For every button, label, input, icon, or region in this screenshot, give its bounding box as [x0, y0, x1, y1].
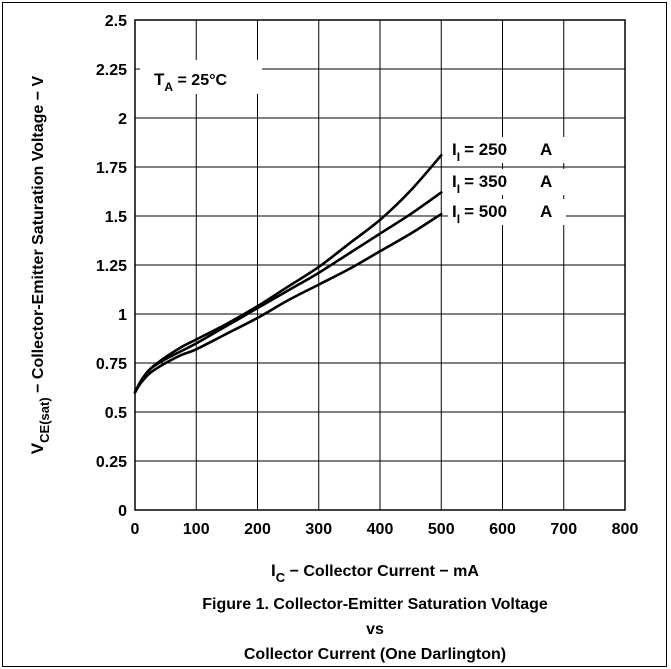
x-axis-subscript: C — [276, 570, 286, 585]
series-label-subscript: I — [457, 212, 460, 226]
y-axis-text: − Collector-Emitter Saturation Voltage −… — [30, 75, 47, 397]
figure-caption-line-3: Collector Current (One Darlington) — [244, 646, 506, 663]
temperature-annotation: TA = 25°C — [154, 70, 227, 94]
series-label-value: = 500 — [464, 202, 507, 221]
series-line-2 — [133, 212, 443, 394]
y-tick-label: 0.25 — [96, 454, 127, 471]
y-tick-label: 1.75 — [96, 160, 127, 177]
series-line-1 — [133, 191, 443, 394]
y-tick-label: 0.75 — [96, 356, 127, 373]
annotation-text: = 25°C — [173, 72, 227, 89]
series-label-unit: A — [540, 140, 552, 159]
x-tick-label: 300 — [305, 521, 332, 538]
y-tick-label: 0.5 — [105, 405, 127, 422]
x-tick-label: 200 — [244, 521, 271, 538]
annotation-symbol: T — [154, 70, 165, 89]
x-tick-label: 500 — [428, 521, 455, 538]
tick-labels: 0 100 200 300 400 500 600 700 800 0 0.25 0.5 0.75 1 1.… — [96, 13, 639, 538]
series-label-subscript: I — [457, 150, 460, 164]
series-label-symbol: I — [452, 172, 457, 191]
series-label-unit: A — [540, 172, 552, 191]
series-label-unit: A — [540, 202, 552, 221]
series-lines — [133, 153, 443, 394]
annotation-subscript: A — [164, 80, 173, 94]
series-label-background — [448, 169, 566, 195]
series-label-subscript: I — [457, 182, 460, 196]
x-tick-label: 0 — [131, 521, 140, 538]
x-axis-label: IC − Collector Current − mA — [271, 561, 479, 585]
series-label-1: II = 350 — [452, 172, 507, 196]
x-axis-symbol: I — [271, 561, 276, 580]
y-tick-label: 1.5 — [105, 209, 127, 226]
y-tick-label: 2 — [118, 111, 127, 128]
series-labels: II = 250 AII = 350 AII = 500 A — [448, 137, 566, 226]
y-tick-label: 0 — [118, 503, 127, 520]
y-tick-label: 2.25 — [96, 62, 127, 79]
y-axis-symbol: V — [28, 442, 47, 454]
series-label-symbol: I — [452, 140, 457, 159]
series-label-background — [448, 199, 566, 225]
series-label-value: = 250 — [464, 140, 507, 159]
series-label-value: = 350 — [464, 172, 507, 191]
y-tick-label: 1.25 — [96, 258, 127, 275]
y-axis-subscript: CE(sat) — [37, 397, 52, 443]
x-tick-label: 800 — [612, 521, 639, 538]
plot-area — [134, 19, 626, 511]
figure-caption-line-1: Figure 1. Collector-Emitter Saturation V… — [202, 596, 548, 613]
series-label-2: II = 500 — [452, 202, 507, 226]
y-axis-label: VCE(sat) − Collector-Emitter Saturation … — [28, 75, 52, 454]
series-label-symbol: I — [452, 202, 457, 221]
x-tick-label: 700 — [550, 521, 577, 538]
series-label-0: II = 250 — [452, 140, 507, 164]
x-tick-label: 600 — [489, 521, 516, 538]
x-tick-label: 400 — [367, 521, 394, 538]
figure-caption-line-2: vs — [366, 621, 384, 638]
x-axis-text: − Collector Current − mA — [285, 563, 479, 580]
x-tick-label: 100 — [183, 521, 210, 538]
annotation-background — [140, 60, 262, 94]
series-line-0 — [133, 153, 443, 394]
series-label-background — [448, 137, 566, 163]
y-tick-label: 1 — [118, 307, 127, 324]
y-tick-label: 2.5 — [105, 13, 127, 30]
